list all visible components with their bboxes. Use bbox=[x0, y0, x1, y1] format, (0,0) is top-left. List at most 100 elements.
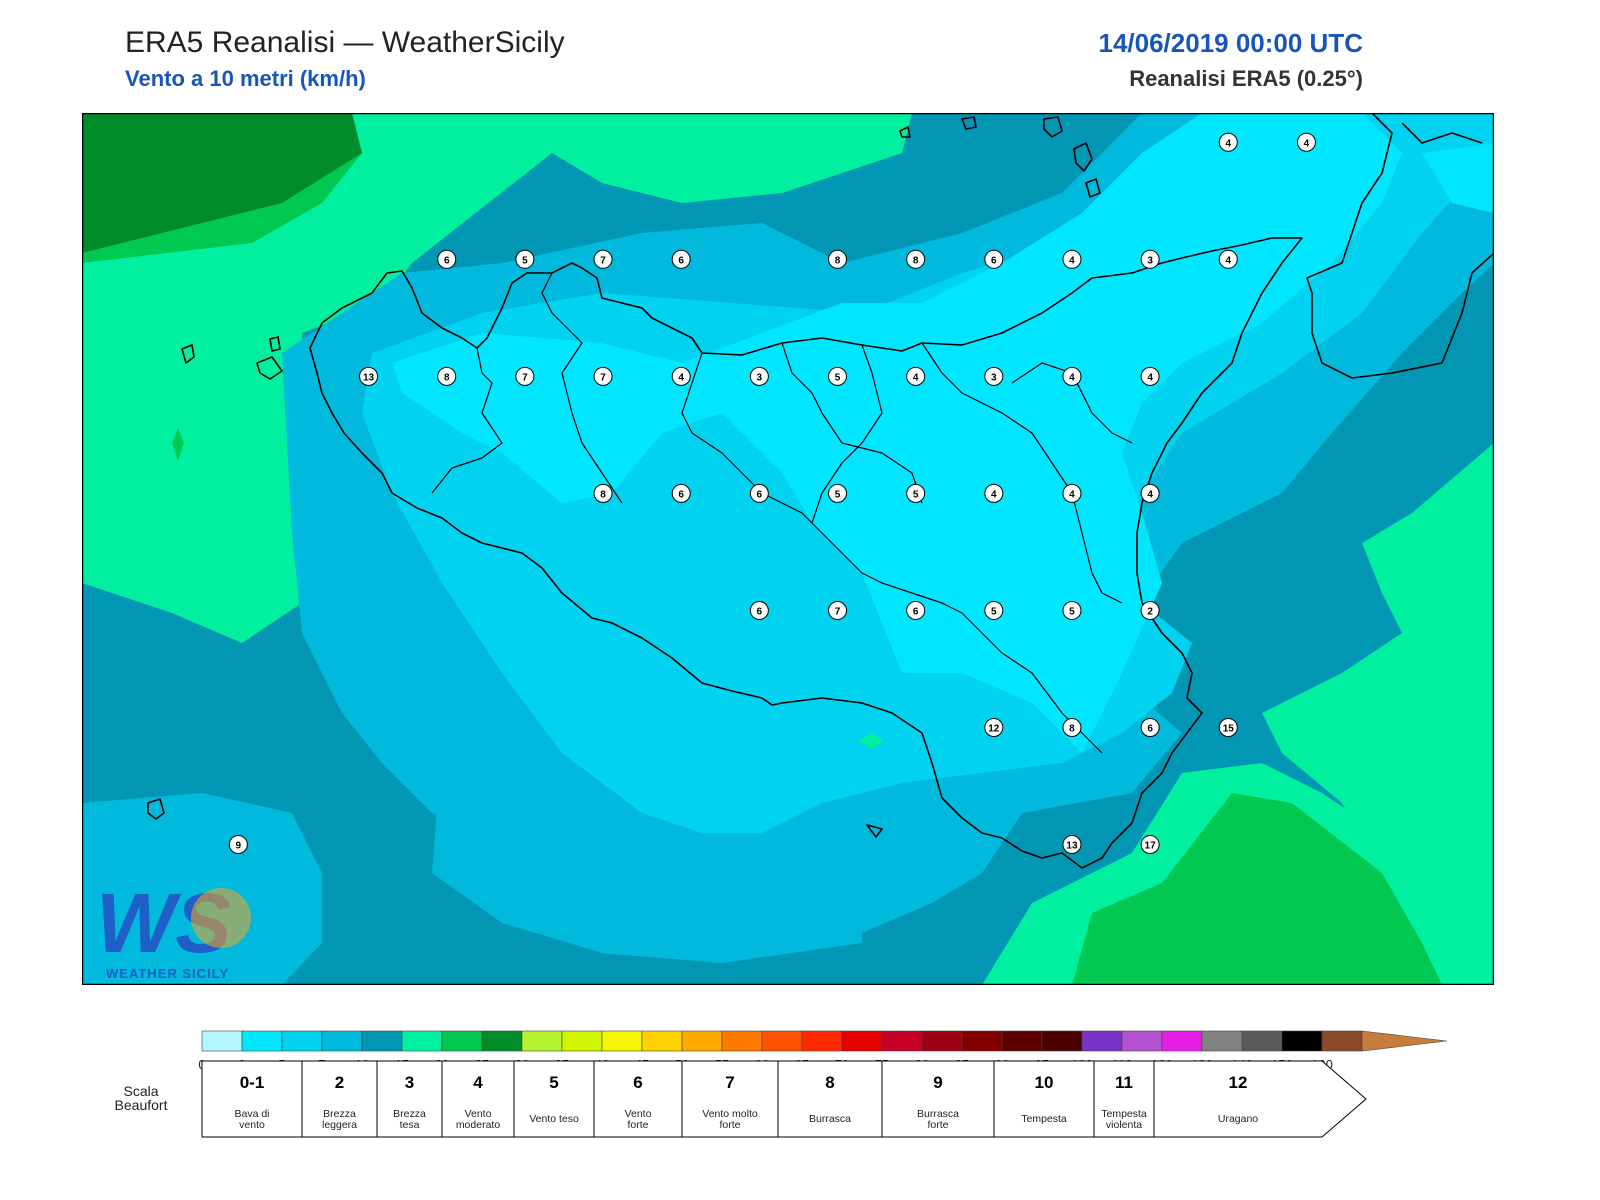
beaufort-scale: Scala Beaufort 0-1 Bava di vento 2 Brezza legge… bbox=[115, 1060, 1367, 1138]
beaufort-cell: 0-1 Bava di vento bbox=[201, 1060, 303, 1138]
wind-speed-marker bbox=[1140, 717, 1160, 737]
colorbar-swatch bbox=[1161, 1030, 1203, 1052]
wind-speed-value: 8 bbox=[600, 489, 606, 500]
wind-speed-marker bbox=[1140, 483, 1160, 503]
wind-speed-label: 4 bbox=[1062, 249, 1082, 269]
colorbar-swatch bbox=[1281, 1030, 1323, 1052]
wind-map: 6 5 7 6 8 8 6 4 3 4 4 4 13 8 7 7 4 3 5 4 3 4 4 8 6 6 5 5 4 4 4 6 7 6 5 5 2 12… bbox=[82, 113, 1494, 985]
wind-speed-value: 4 bbox=[678, 372, 684, 383]
aeolian-1 bbox=[899, 126, 911, 138]
wind-speed-value: 13 bbox=[1066, 841, 1078, 852]
wind-speed-marker bbox=[1140, 600, 1160, 620]
colorbar-swatch bbox=[601, 1030, 643, 1052]
wind-speed-marker bbox=[984, 717, 1004, 737]
wind-speed-label: 8 bbox=[906, 249, 926, 269]
wind-speed-value: 4 bbox=[1147, 489, 1153, 500]
wind-speed-marker bbox=[984, 600, 1004, 620]
beaufort-title: Scala Beaufort bbox=[115, 1083, 168, 1113]
colorbar-swatch bbox=[1121, 1030, 1163, 1052]
wind-speed-value: 2 bbox=[1147, 606, 1153, 617]
wind-speed-value: 15 bbox=[1223, 723, 1235, 734]
wind-speed-value: 7 bbox=[522, 372, 528, 383]
wind-speed-label: 3 bbox=[1140, 249, 1160, 269]
beaufort-number: 4 bbox=[473, 1073, 483, 1092]
beaufort-label: Burrasca bbox=[809, 1113, 851, 1125]
wind-speed-value: 7 bbox=[835, 606, 841, 617]
wind-speed-value: 13 bbox=[363, 372, 375, 383]
colorbar-swatch bbox=[801, 1030, 843, 1052]
beaufort-number: 3 bbox=[405, 1073, 414, 1092]
wind-speed-value: 5 bbox=[1069, 606, 1075, 617]
map-source: Reanalisi ERA5 (0.25°) bbox=[1129, 66, 1363, 91]
egadi-1 bbox=[181, 344, 195, 364]
wind-speed-value: 3 bbox=[757, 372, 763, 383]
wind-speed-marker bbox=[515, 249, 535, 269]
wind-speed-label: 6 bbox=[671, 483, 691, 503]
beaufort-cell: 6 Vento forte bbox=[593, 1060, 683, 1138]
wind-speed-label: 4 bbox=[984, 483, 1004, 503]
wind-speed-value: 8 bbox=[913, 255, 919, 266]
wind-speed-label: 6 bbox=[1140, 717, 1160, 737]
beaufort-number: 6 bbox=[633, 1073, 642, 1092]
wind-speed-value: 6 bbox=[991, 255, 997, 266]
wind-speed-value: 17 bbox=[1145, 841, 1157, 852]
wind-speed-label: 4 bbox=[1140, 366, 1160, 386]
wind-speed-marker bbox=[1062, 366, 1082, 386]
colorbar-swatch bbox=[1001, 1030, 1043, 1052]
contour-blob-2 bbox=[858, 733, 884, 749]
beaufort-label: Vento teso bbox=[529, 1113, 579, 1125]
wind-speed-marker bbox=[1218, 249, 1238, 269]
colorbar-swatch bbox=[1241, 1030, 1283, 1052]
contour-ne bbox=[1422, 143, 1494, 213]
wind-speed-marker bbox=[1218, 717, 1238, 737]
wind-speed-label: 4 bbox=[1140, 483, 1160, 503]
contour-25-30 bbox=[82, 113, 362, 253]
beaufort-number: 8 bbox=[825, 1073, 834, 1092]
colorbar-swatch bbox=[961, 1030, 1003, 1052]
colorbar-swatch bbox=[521, 1030, 563, 1052]
beaufort-label: Bava di vento bbox=[234, 1108, 269, 1131]
map-frame bbox=[82, 113, 1494, 985]
colorbar-swatch bbox=[1081, 1030, 1123, 1052]
wind-speed-marker bbox=[593, 483, 613, 503]
contour-7-10-sw bbox=[82, 793, 322, 985]
wind-speed-value: 7 bbox=[600, 372, 606, 383]
wind-speed-marker bbox=[1140, 835, 1160, 855]
colorbar-swatch bbox=[401, 1030, 443, 1052]
wind-speed-label: 8 bbox=[593, 483, 613, 503]
wind-speed-label: 4 bbox=[1218, 132, 1238, 152]
colorbar-swatch bbox=[241, 1030, 283, 1052]
wind-speed-marker bbox=[437, 249, 457, 269]
wind-speed-label: 2 bbox=[1140, 600, 1160, 620]
wind-speed-marker bbox=[984, 249, 1004, 269]
wind-speed-marker bbox=[1062, 249, 1082, 269]
beaufort-number: 0-1 bbox=[240, 1073, 265, 1092]
wind-speed-label: 9 bbox=[228, 835, 248, 855]
colorbar-arrow bbox=[1361, 1030, 1448, 1052]
wind-speed-label: 7 bbox=[593, 249, 613, 269]
island-malta bbox=[866, 824, 883, 838]
colorbar-swatch bbox=[1321, 1030, 1363, 1052]
beaufort-label: Tempesta violenta bbox=[1101, 1108, 1147, 1131]
wind-speed-value: 6 bbox=[913, 606, 919, 617]
colorbar-swatch bbox=[321, 1030, 363, 1052]
map-title: ERA5 Reanalisi — WeatherSicily bbox=[125, 26, 565, 59]
colorbar-swatch bbox=[481, 1030, 523, 1052]
contour-7-10-s bbox=[432, 723, 862, 963]
aeolian-5 bbox=[1085, 178, 1101, 198]
beaufort-cell: 11 Tempesta violenta bbox=[1093, 1060, 1155, 1138]
wind-speed-value: 8 bbox=[1069, 723, 1075, 734]
wind-speed-value: 5 bbox=[835, 489, 841, 500]
wind-speed-marker bbox=[228, 835, 248, 855]
wind-speed-label: 4 bbox=[906, 366, 926, 386]
aeolian-4 bbox=[1073, 142, 1093, 172]
wind-speed-value: 6 bbox=[757, 606, 763, 617]
wind-speed-marker bbox=[1062, 717, 1082, 737]
map-datetime: 14/06/2019 00:00 UTC bbox=[1098, 28, 1363, 58]
coastlines bbox=[147, 113, 1494, 869]
wind-speed-label: 4 bbox=[1062, 483, 1082, 503]
wind-speed-label: 17 bbox=[1140, 835, 1160, 855]
wind-speed-label: 13 bbox=[1062, 835, 1082, 855]
contour-15-20-n bbox=[522, 113, 912, 203]
wind-speed-label: 5 bbox=[984, 600, 1004, 620]
